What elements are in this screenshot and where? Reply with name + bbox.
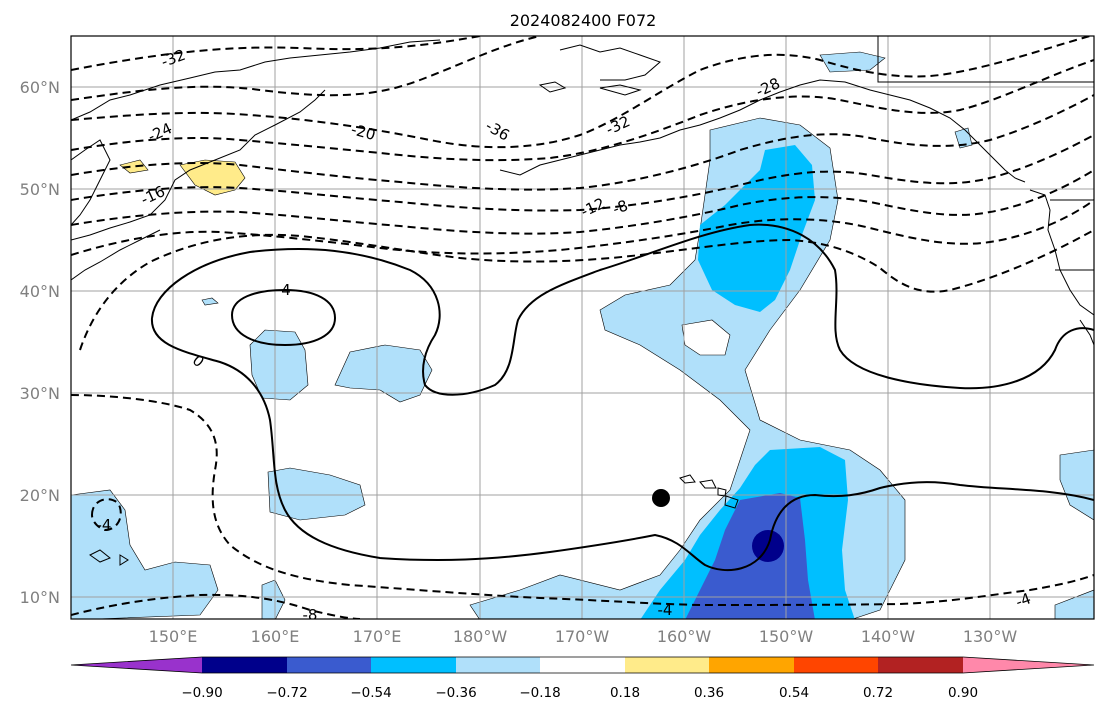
lon-label: 130°W [963, 627, 1018, 646]
lon-label: 180°W [453, 627, 508, 646]
map-frame [70, 35, 1095, 620]
colorbar-extend-max [963, 657, 1094, 673]
lat-label: 10°N [20, 588, 60, 607]
lon-label: 150°E [149, 627, 198, 646]
contour-label: -4 [97, 516, 112, 534]
colorbar-tick: 0.54 [779, 685, 809, 701]
contour-label: -20 [349, 120, 377, 144]
colorbar-tick: −0.90 [181, 685, 222, 701]
colorbar [70, 656, 1095, 674]
black-dot-marker [652, 489, 670, 507]
lat-label: 50°N [20, 180, 60, 199]
lat-label: 60°N [20, 78, 60, 97]
colorbar-segment [625, 657, 709, 673]
lon-label: 160°E [251, 627, 300, 646]
dashed-contours [71, 36, 1094, 619]
colorbar-tick: 0.36 [694, 685, 724, 701]
colorbar-tick: −0.54 [350, 685, 391, 701]
colorbar-segment [287, 657, 371, 673]
colorbar-tick-labels: −0.90 −0.72 −0.54 −0.36 −0.18 0.18 0.36 … [181, 685, 978, 701]
colorbar-tick: −0.18 [519, 685, 560, 701]
colorbar-tick: 0.72 [863, 685, 893, 701]
colorbar-tick: −0.36 [435, 685, 476, 701]
longitude-labels: 150°E 160°E 170°E 180°W 170°W 160°W 150°… [149, 627, 1018, 646]
lon-label: 150°W [759, 627, 814, 646]
colorbar-segment [878, 657, 963, 673]
colorbar-segment [540, 657, 625, 673]
solid-contours [150, 223, 1094, 572]
contour-label: -8 [610, 196, 630, 218]
colorbar-tick: −0.72 [266, 685, 307, 701]
map-area: -32 -24 -20 -36 -32 -28 -16 -12 -8 4 0 -… [71, 36, 1094, 624]
shaded-royal-blue [685, 493, 815, 619]
lon-label: 170°E [353, 627, 402, 646]
contour-label: -8 [303, 606, 318, 624]
lat-label: 30°N [20, 384, 60, 403]
map-title: 2024082400 F072 [510, 11, 657, 30]
colorbar-outline [70, 656, 1095, 674]
contour-label: -4 [658, 601, 673, 619]
lat-label: 20°N [20, 486, 60, 505]
lon-label: 170°W [555, 627, 610, 646]
lon-label: 160°W [657, 627, 712, 646]
shaded-yellow [119, 159, 246, 196]
colorbar-segment [371, 657, 456, 673]
colorbar-segment [794, 657, 878, 673]
colorbar-tick: 0.18 [610, 685, 640, 701]
colorbar-segment [709, 657, 794, 673]
lat-label: 40°N [20, 282, 60, 301]
contour-label: 4 [281, 281, 291, 299]
colorbar-extend-min [71, 657, 202, 673]
contour-label: -4 [1013, 589, 1033, 611]
colorbar-tick: 0.90 [948, 685, 978, 701]
colorbar-segment [202, 657, 287, 673]
lon-label: 140°W [861, 627, 916, 646]
latitude-labels: 60°N 50°N 40°N 30°N 20°N 10°N [20, 78, 60, 607]
colorbar-segment [456, 657, 540, 673]
